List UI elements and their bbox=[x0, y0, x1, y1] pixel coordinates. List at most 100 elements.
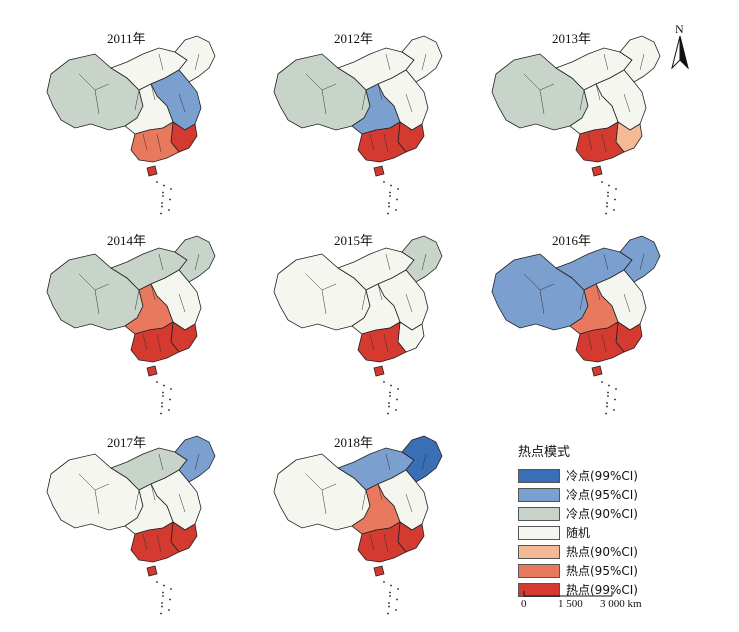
legend-label: 热点(95%CI) bbox=[566, 564, 638, 578]
island-dot bbox=[601, 181, 603, 183]
island-dot bbox=[168, 209, 170, 211]
island-dot bbox=[395, 609, 397, 611]
china-map-2018 bbox=[273, 435, 443, 615]
scale-tick-1500: 1 500 bbox=[558, 598, 583, 610]
island-dot bbox=[161, 405, 163, 408]
island-dot bbox=[170, 388, 172, 390]
island-dot bbox=[396, 598, 398, 601]
province-boundary bbox=[134, 489, 140, 511]
island-dot bbox=[389, 595, 391, 597]
north-arrow: N bbox=[668, 22, 694, 74]
map-panel-2015: 2015年 bbox=[262, 218, 472, 418]
island-dot bbox=[162, 595, 164, 597]
map-panel-2011: 2011年 bbox=[35, 18, 245, 218]
island-dot bbox=[606, 202, 608, 204]
island-dot bbox=[388, 202, 390, 204]
province-boundary bbox=[595, 283, 601, 301]
legend-label: 随机 bbox=[566, 526, 591, 540]
province-boundary bbox=[150, 83, 156, 101]
island-dot bbox=[390, 184, 392, 187]
island-dot bbox=[163, 584, 165, 587]
china-map-2014 bbox=[46, 235, 216, 415]
region-south bbox=[130, 121, 180, 163]
province-boundary bbox=[94, 289, 100, 315]
legend-label: 热点(99%CI) bbox=[566, 583, 638, 597]
island-dot bbox=[161, 205, 163, 208]
province-boundary bbox=[150, 483, 156, 501]
legend-swatch-hot95 bbox=[518, 563, 560, 578]
province-boundary bbox=[405, 93, 413, 113]
island-dot bbox=[601, 381, 603, 383]
china-map-2012 bbox=[273, 35, 443, 215]
province-boundary bbox=[421, 253, 427, 271]
region-hainan bbox=[373, 365, 385, 377]
legend-label: 冷点(95%CI) bbox=[566, 488, 638, 502]
island-dot bbox=[390, 384, 392, 387]
china-map-2016 bbox=[491, 235, 661, 415]
island-dot bbox=[169, 598, 171, 601]
province-boundary bbox=[587, 333, 593, 351]
island-dot bbox=[607, 195, 609, 197]
region-hainan bbox=[146, 565, 158, 577]
region-hainan bbox=[591, 165, 603, 177]
province-boundary bbox=[178, 493, 186, 513]
island-dot bbox=[387, 212, 389, 215]
province-boundary bbox=[421, 53, 427, 71]
region-northeast bbox=[401, 235, 443, 283]
island-dot bbox=[607, 395, 609, 397]
island-dot bbox=[156, 581, 158, 583]
legend-item-hot90: 热点(90%CI) bbox=[518, 542, 718, 561]
panel-year-label: 2012年 bbox=[334, 31, 374, 46]
province-boundary bbox=[158, 53, 164, 71]
legend: 热点模式 冷点(99%CI) 冷点(95%CI) 冷点(90%CI) 随机 热点… bbox=[518, 441, 718, 599]
region-northeast bbox=[401, 35, 443, 83]
island-dot bbox=[605, 412, 607, 415]
island-dot bbox=[170, 188, 172, 190]
region-northeast bbox=[174, 435, 216, 483]
region-south bbox=[357, 521, 407, 563]
island-dot bbox=[395, 209, 397, 211]
island-dot bbox=[396, 398, 398, 401]
island-dot bbox=[606, 405, 608, 408]
island-dot bbox=[395, 409, 397, 411]
island-dot bbox=[161, 602, 163, 604]
island-dot bbox=[156, 381, 158, 383]
province-boundary bbox=[623, 293, 631, 313]
province-boundary bbox=[539, 289, 545, 315]
scale-bar-line bbox=[523, 591, 613, 597]
province-boundary bbox=[601, 133, 607, 153]
island-dot bbox=[163, 184, 165, 187]
china-map-2013 bbox=[491, 35, 661, 215]
province-boundary bbox=[369, 333, 375, 351]
china-map-2017 bbox=[46, 435, 216, 615]
province-boundary bbox=[377, 83, 383, 101]
island-dot bbox=[162, 191, 164, 194]
map-panel-2014: 2014年 bbox=[35, 218, 245, 418]
island-dot bbox=[388, 402, 390, 404]
province-boundary bbox=[361, 489, 367, 511]
island-dot bbox=[606, 205, 608, 208]
region-south bbox=[357, 321, 407, 363]
province-boundary bbox=[623, 93, 631, 113]
region-northeast bbox=[174, 235, 216, 283]
legend-swatch-cold99 bbox=[518, 468, 560, 483]
region-hainan bbox=[146, 365, 158, 377]
region-south bbox=[130, 321, 180, 363]
province-boundary bbox=[194, 253, 200, 271]
island-dot bbox=[162, 591, 164, 594]
province-boundary bbox=[369, 133, 375, 151]
province-boundary bbox=[178, 293, 186, 313]
legend-label: 冷点(90%CI) bbox=[566, 507, 638, 521]
island-dot bbox=[383, 381, 385, 383]
china-map-2015 bbox=[273, 235, 443, 415]
province-boundary bbox=[321, 89, 327, 115]
map-panel-2016: 2016年 bbox=[480, 218, 690, 418]
legend-swatch-random bbox=[518, 525, 560, 540]
island-dot bbox=[169, 398, 171, 401]
map-panel-2012: 2012年 bbox=[262, 18, 472, 218]
legend-swatch-cold95 bbox=[518, 487, 560, 502]
legend-swatch-cold90 bbox=[518, 506, 560, 521]
legend-item-cold95: 冷点(95%CI) bbox=[518, 485, 718, 504]
scale-bar: 0 1 500 3 000 km bbox=[520, 590, 720, 620]
province-boundary bbox=[377, 483, 383, 501]
